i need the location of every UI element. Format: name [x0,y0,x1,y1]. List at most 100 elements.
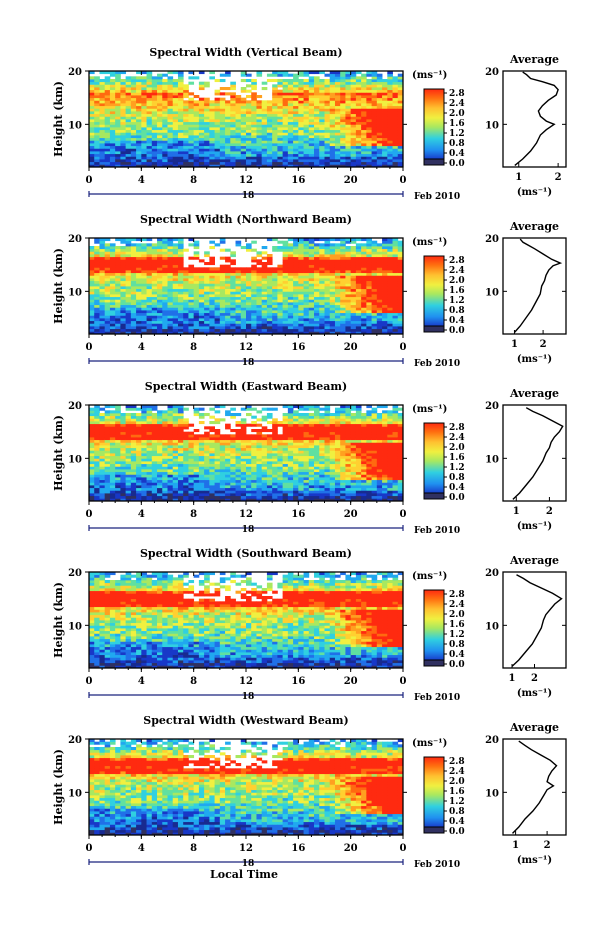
colorbar-label: 1.6 [449,787,465,797]
colorbar-label: 0.4 [449,483,465,493]
colorbar-label: 2.0 [449,276,465,286]
colorbar [423,756,445,834]
avg-x-tick-label: 2 [555,172,562,183]
y-tick-label: 20 [68,67,82,78]
colorbar-label: 0.0 [449,660,465,670]
x-tick-label: 12 [239,342,253,353]
x-tick-label: 20 [344,342,358,353]
colorbar-label: 0.4 [449,817,465,827]
colorbar-label: 1.2 [449,463,465,473]
average-title: Average [509,387,559,400]
colorbar-unit: (ms⁻¹) [412,738,447,749]
x-tick-label: 12 [239,509,253,520]
y-tick-label: 20 [68,401,82,412]
x-tick-label: 0 [400,175,407,186]
colorbar-label: 0.8 [449,139,465,149]
heatmap-cells [89,238,404,335]
colorbar-label: 2.0 [449,443,465,453]
x-tick-label: 16 [291,509,305,520]
colorbar-label: 2.8 [449,423,465,433]
colorbar-label: 1.2 [449,797,465,807]
colorbar-unit: (ms⁻¹) [412,571,447,582]
average-frame [502,237,567,335]
y-axis-title: Height (km) [52,81,65,157]
average-profile-line [513,238,563,333]
average-frame [502,571,567,669]
day-label: 18 [242,525,255,535]
x-tick-label: 20 [344,676,358,687]
day-label: 18 [242,859,255,869]
colorbar-label: 0.4 [449,149,465,159]
colorbar-label: 2.4 [449,767,465,777]
colorbar-bottom-swatch [423,492,445,500]
colorbar-bottom-swatch [423,158,445,166]
heatmap-cells [89,739,404,836]
y-tick-label: 10 [68,120,82,131]
average-frame [502,404,567,502]
colorbar-label: 2.8 [449,757,465,767]
avg-y-tick-label: 10 [485,454,499,465]
x-tick-label: 0 [400,676,407,687]
colorbar-label: 1.6 [449,620,465,630]
x-tick-label: 4 [138,843,145,854]
colorbar-bottom-swatch [423,826,445,834]
x-tick-label: 20 [344,509,358,520]
avg-x-tick-label: 1 [515,172,522,183]
colorbar-label: 2.4 [449,433,465,443]
avg-x-axis-title: (ms⁻¹) [517,855,552,866]
heatmap-cells [89,71,404,168]
colorbar-label: 1.6 [449,286,465,296]
colorbar-label: 1.2 [449,129,465,139]
colorbar [423,589,445,667]
average-title: Average [509,220,559,233]
day-label: 18 [242,358,255,368]
y-axis-title: Height (km) [52,582,65,658]
y-tick-label: 20 [68,234,82,245]
colorbar-unit: (ms⁻¹) [412,237,447,248]
date-label: Feb 2010 [414,192,460,202]
colorbar-bottom-swatch [423,659,445,667]
avg-x-tick-label: 2 [546,506,553,517]
x-tick-label: 0 [400,843,407,854]
colorbar-label: 0.8 [449,473,465,483]
x-tick-label: 0 [86,676,93,687]
date-label: Feb 2010 [414,526,460,536]
colorbar-unit: (ms⁻¹) [412,70,447,81]
y-tick-label: 20 [68,568,82,579]
colorbar-label: 1.6 [449,119,465,129]
colorbar-label: 0.4 [449,650,465,660]
average-profile-line [514,71,559,166]
colorbar-label: 2.8 [449,89,465,99]
x-tick-label: 20 [344,843,358,854]
colorbar-label: 0.0 [449,159,465,169]
panel-title: Spectral Width (Eastward Beam) [145,380,347,393]
panel-title: Spectral Width (Southward Beam) [140,547,352,560]
avg-x-tick-label: 1 [509,673,516,684]
x-tick-label: 4 [138,342,145,353]
y-tick-label: 10 [68,621,82,632]
x-axis-title: Local Time [210,868,278,881]
panel-4: Spectral Width (Southward Beam)2010Heigh… [52,547,567,703]
avg-x-tick-label: 1 [513,506,520,517]
avg-x-tick-label: 2 [540,339,547,350]
average-profile-line [511,574,563,667]
colorbar-label: 1.2 [449,296,465,306]
x-tick-label: 12 [239,175,253,186]
colorbar-label: 0.4 [449,316,465,326]
y-tick-label: 10 [68,287,82,298]
colorbar-label: 2.8 [449,590,465,600]
panel-title: Spectral Width (Vertical Beam) [149,46,342,59]
x-tick-label: 0 [86,843,93,854]
x-tick-label: 0 [400,342,407,353]
x-tick-label: 16 [291,676,305,687]
average-frame [502,70,567,168]
avg-y-tick-label: 20 [485,568,499,579]
colorbar-label: 0.0 [449,493,465,503]
colorbar-label: 0.0 [449,326,465,336]
avg-x-axis-title: (ms⁻¹) [517,521,552,532]
x-tick-label: 16 [291,342,305,353]
panel-5: Spectral Width (Westward Beam)2010Height… [52,714,567,870]
x-tick-label: 0 [86,342,93,353]
avg-x-tick-label: 2 [531,673,538,684]
